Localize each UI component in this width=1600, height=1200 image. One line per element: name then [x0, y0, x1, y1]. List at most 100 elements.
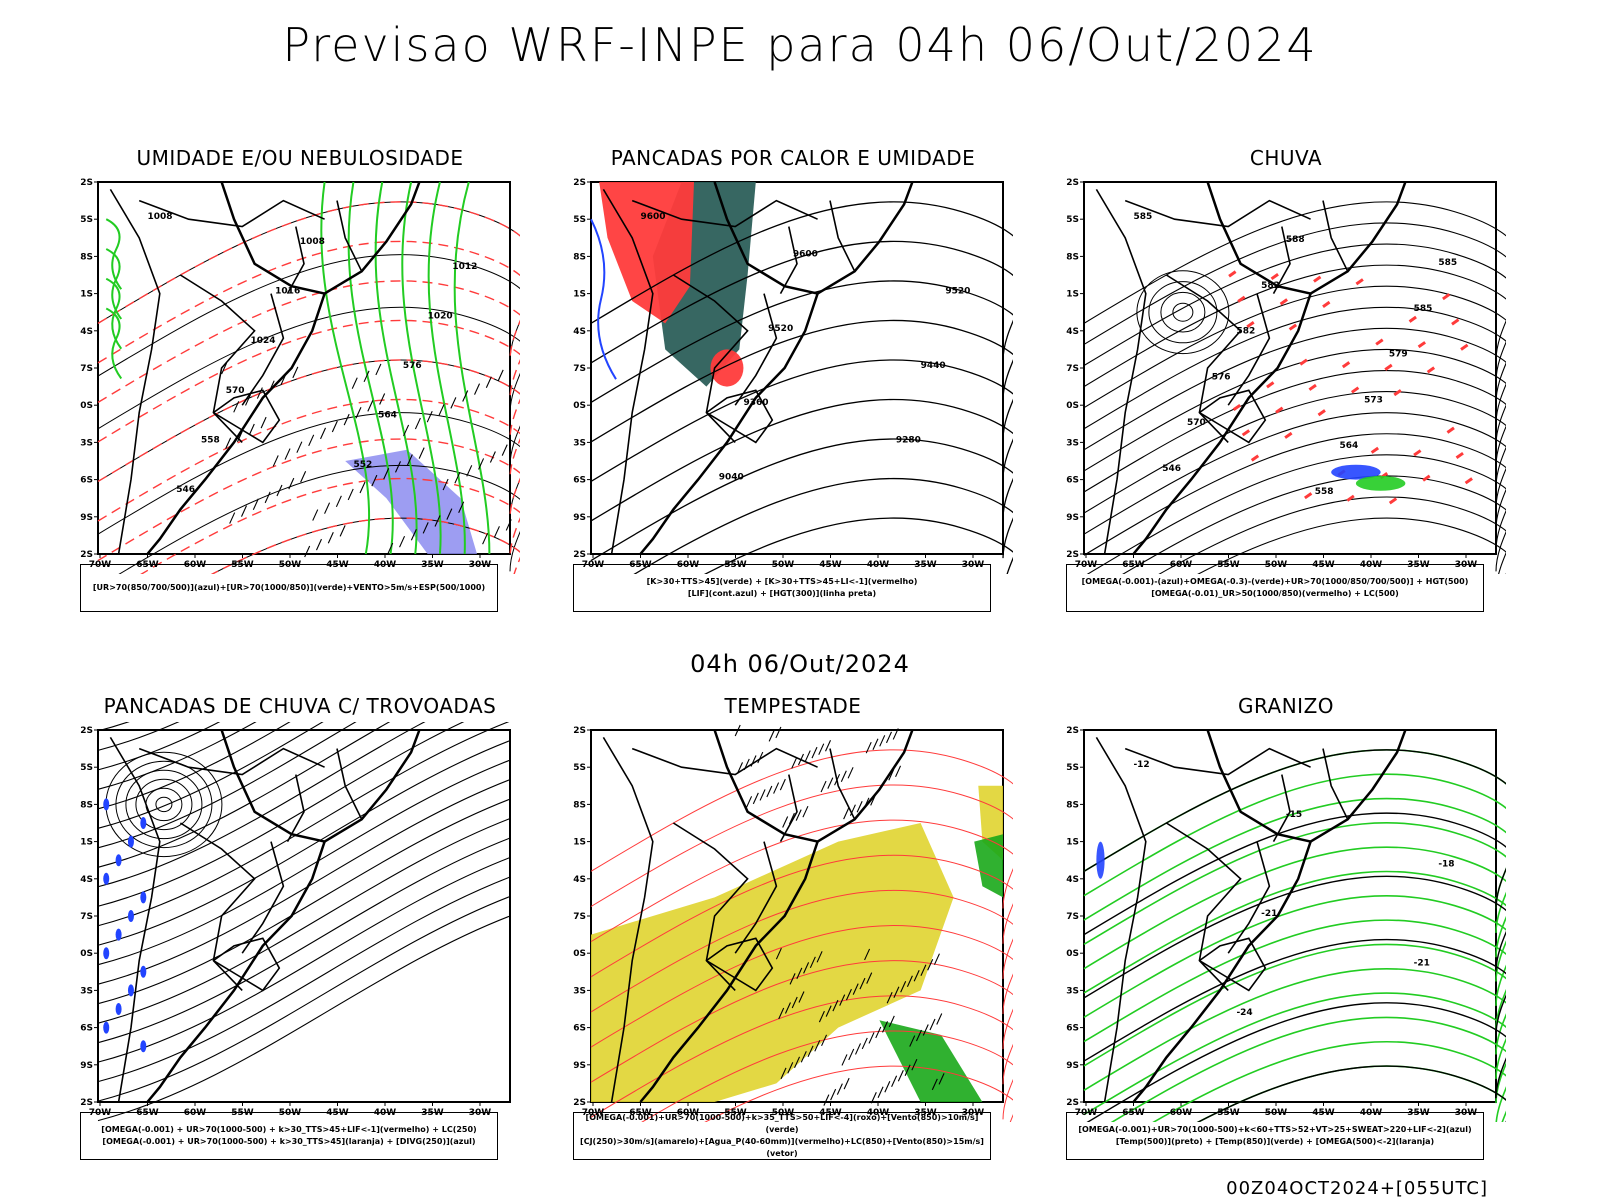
- streamline: [97, 896, 511, 1102]
- divg-mark: [103, 872, 110, 885]
- country-border: [631, 199, 818, 228]
- lon-tick-label: 55W: [1217, 560, 1240, 570]
- country-border: [1165, 274, 1242, 443]
- rain-mark: [1451, 318, 1460, 326]
- contour-label: 585: [1438, 258, 1457, 268]
- streamline: [97, 798, 511, 1005]
- wind-arrow: [877, 1086, 884, 1098]
- wind-arrow: [811, 746, 818, 759]
- lon-tick-label: 30W: [1455, 560, 1478, 570]
- wind-arrow: [315, 538, 322, 551]
- lat-tick-label: 30S: [80, 949, 93, 959]
- wind-arrow: [859, 977, 866, 990]
- lat-tick-label: 15S: [573, 215, 586, 225]
- contour-line: [590, 889, 1013, 1050]
- wind-arrow: [814, 1040, 821, 1052]
- lat-tick-label: 21S: [1066, 838, 1079, 848]
- coastline-south: [1132, 293, 1312, 555]
- lat-tick-label: 27S: [573, 364, 586, 374]
- coastline-south: [639, 293, 819, 555]
- contour-label: -21: [1414, 959, 1430, 969]
- wind-arrow: [927, 958, 934, 971]
- wind-arrow: [825, 740, 832, 752]
- contour-line: [97, 412, 520, 572]
- contour-line: [1083, 306, 1506, 466]
- contour-label: 564: [1339, 441, 1358, 451]
- country-border: [631, 747, 818, 776]
- geography-outlines: [602, 181, 914, 555]
- wind-arrow: [379, 393, 386, 405]
- rain-mark: [1426, 366, 1436, 374]
- coastline: [1206, 729, 1407, 843]
- lon-tick-label: 70W: [89, 1108, 112, 1118]
- rain-mark: [1275, 406, 1284, 414]
- lat-tick-label: 39S: [80, 513, 93, 523]
- lon-tick-label: 65W: [1122, 1108, 1145, 1118]
- country-border: [286, 774, 305, 842]
- panel-chuva: CHUVA 12S 15S 18S 21S 24S 27S 30S 33S 36S 39S 42S70…: [1066, 146, 1506, 646]
- wind-arrow: [240, 505, 248, 517]
- lat-tick-label: 18S: [1066, 800, 1079, 810]
- contour-line: [1196, 1065, 1506, 1122]
- lon-tick-label: 50W: [1265, 1108, 1288, 1118]
- wind-arrow: [823, 1094, 830, 1106]
- wind-arrow: [395, 461, 402, 473]
- lat-tick-label: 21S: [80, 838, 93, 848]
- country-border: [1322, 748, 1349, 820]
- contour-line: [97, 201, 520, 361]
- lat-tick-label: 30S: [80, 401, 93, 411]
- country-border: [829, 748, 856, 820]
- axis-ticks: 12S 15S 18S 21S 24S 27S 30S 33S 36S 39S 42S70W 65W 6…: [80, 178, 491, 570]
- divg-mark: [140, 817, 147, 829]
- lon-tick-label: 50W: [279, 1108, 302, 1118]
- lat-tick-label: 36S: [573, 476, 586, 486]
- wind-arrow: [482, 532, 489, 545]
- country-border: [779, 774, 798, 842]
- cyclone-ring: [155, 796, 173, 813]
- wind-arrow: [775, 947, 782, 960]
- wind-arrow: [845, 988, 852, 1001]
- streamline: [97, 740, 511, 946]
- wind-arrow: [804, 750, 811, 762]
- geography-outlines: [602, 729, 914, 1103]
- country-border: [1095, 736, 1147, 1103]
- lat-tick-label: 18S: [573, 252, 586, 262]
- country-border: [138, 199, 325, 228]
- wind-arrow: [339, 525, 346, 537]
- contour-line: [590, 995, 1013, 1122]
- wind-arrow: [292, 366, 299, 379]
- lon-tick-label: 55W: [231, 560, 254, 570]
- rain-mark: [1460, 343, 1469, 351]
- axis-ticks: 12S 15S 18S 21S 24S 27S 30S 33S 36S 39S 42S70W 65W 6…: [1066, 178, 1477, 570]
- rain-mark: [1241, 429, 1251, 437]
- rain-mark: [1375, 338, 1384, 346]
- wind-arrow: [895, 765, 902, 778]
- contour-label: 564: [378, 411, 397, 421]
- lat-tick-label: 42S: [80, 550, 93, 560]
- wind-arrow: [387, 542, 394, 555]
- panel-legend: [K>30+TTS>45](verde) + [K>30+TTS>45+LI<-…: [573, 564, 991, 612]
- lon-tick-label: 35W: [421, 560, 444, 570]
- lon-tick-label: 45W: [819, 560, 842, 570]
- lat-tick-label: 33S: [1066, 438, 1079, 448]
- lat-tick-label: 12S: [80, 726, 93, 736]
- map-plot: 12S 15S 18S 21S 24S 27S 30S 33S 36S 39S 42S70W 65W 6…: [1066, 726, 1506, 1122]
- wind-arrow: [787, 1062, 794, 1074]
- wind-arrow: [264, 491, 271, 504]
- country-border: [734, 293, 778, 406]
- country-border: [336, 748, 363, 820]
- country-border: [734, 841, 778, 954]
- wind-arrow: [312, 509, 319, 521]
- rain-mark: [1350, 386, 1360, 394]
- wind-arrow: [773, 782, 780, 794]
- contour-line: [1083, 264, 1506, 424]
- lat-tick-label: 39S: [1066, 513, 1079, 523]
- panel-tempestade: TEMPESTADE 12S 15S 18S 21S 24S 27S 30S 33S 36S 39S…: [573, 694, 1013, 1194]
- lat-tick-label: 27S: [80, 364, 93, 374]
- country-border: [212, 389, 281, 444]
- contour-line: [704, 1065, 1013, 1122]
- instability-red-patch: [710, 349, 744, 387]
- wind-arrow: [324, 502, 331, 514]
- wind-arrow: [256, 387, 263, 399]
- wind-arrow: [870, 1092, 877, 1104]
